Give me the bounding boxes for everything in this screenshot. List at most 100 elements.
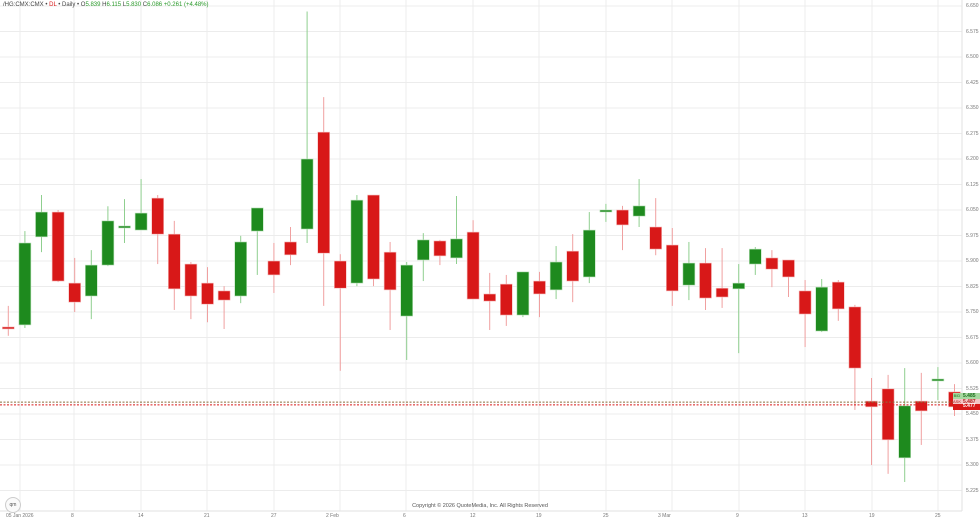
candle[interactable]	[599, 203, 613, 222]
open-label: O	[80, 2, 86, 8]
candle[interactable]	[881, 374, 895, 474]
ask-value: 5.487	[963, 398, 976, 405]
candle-body	[599, 209, 613, 213]
open-value: 5.839	[85, 2, 101, 8]
candle-body	[51, 211, 65, 282]
candle[interactable]	[865, 377, 878, 465]
candle[interactable]	[632, 179, 646, 227]
candle-body	[151, 197, 164, 235]
candle-body	[217, 290, 231, 301]
candle[interactable]	[765, 250, 779, 288]
candle[interactable]	[317, 97, 331, 306]
candle[interactable]	[118, 199, 131, 243]
quotemedia-logo[interactable]: qm	[5, 497, 21, 513]
candle-body	[566, 250, 580, 282]
candle[interactable]	[533, 271, 546, 318]
candle[interactable]	[18, 231, 32, 328]
candle-body	[632, 205, 646, 217]
candle[interactable]	[450, 196, 463, 265]
candle[interactable]	[516, 271, 530, 318]
candle[interactable]	[35, 195, 48, 253]
x-tick-label: 21	[204, 513, 210, 519]
x-tick-label: 25	[603, 513, 609, 519]
candle[interactable]	[85, 250, 98, 320]
candle[interactable]	[300, 11, 314, 243]
candle[interactable]	[68, 257, 81, 312]
candle[interactable]	[649, 198, 663, 256]
copyright-text: Copyright © 2026 QuoteMedia, Inc. All Ri…	[412, 503, 548, 509]
candle-body	[68, 282, 81, 303]
interval-label[interactable]: Daily	[62, 2, 76, 8]
close-label: C	[142, 2, 148, 8]
candle[interactable]	[383, 241, 397, 331]
candle[interactable]	[134, 179, 148, 231]
price-reference-lines	[0, 401, 962, 406]
candle[interactable]	[665, 228, 679, 306]
candle[interactable]	[483, 272, 497, 331]
candle[interactable]	[217, 286, 231, 329]
y-tick-label: 6.350	[966, 105, 979, 111]
x-tick-label: 2 Feb	[326, 513, 339, 519]
candle[interactable]	[748, 247, 762, 275]
y-tick-label: 5.525	[966, 385, 979, 392]
candle[interactable]	[234, 235, 247, 304]
candle-body	[765, 257, 779, 270]
candle[interactable]	[251, 207, 264, 275]
close-value: 6.086	[147, 2, 163, 8]
candle[interactable]	[101, 206, 115, 267]
ask-tag: ASK	[953, 398, 962, 404]
candle[interactable]	[284, 227, 297, 266]
candle[interactable]	[367, 194, 380, 287]
candle[interactable]	[201, 267, 214, 323]
candle[interactable]	[499, 274, 513, 326]
candle[interactable]	[782, 259, 795, 298]
candle[interactable]	[682, 241, 696, 301]
x-tick-label: 8	[71, 513, 74, 519]
candle[interactable]	[184, 262, 198, 320]
y-tick-label: 6.050	[966, 207, 979, 213]
candle[interactable]	[616, 205, 629, 251]
candle[interactable]	[1, 305, 15, 336]
candle[interactable]	[566, 234, 580, 303]
candle[interactable]	[51, 210, 65, 283]
candle-body	[898, 405, 912, 459]
candle[interactable]	[549, 246, 563, 300]
candle[interactable]	[798, 280, 812, 348]
candle[interactable]	[732, 264, 746, 354]
bid-value: 5.485	[963, 393, 976, 399]
candle[interactable]	[400, 262, 414, 360]
candle[interactable]	[815, 279, 829, 333]
candle[interactable]	[582, 212, 596, 284]
candle-body	[1, 326, 15, 330]
y-tick-label: 5.825	[966, 283, 979, 290]
candle[interactable]	[931, 367, 945, 401]
candle[interactable]	[333, 254, 347, 371]
chart-grid	[0, 0, 962, 511]
candle-body	[416, 239, 430, 261]
candle[interactable]	[151, 195, 164, 265]
candle-body	[798, 290, 812, 315]
candle[interactable]	[416, 233, 430, 282]
candle[interactable]	[914, 372, 928, 445]
candle[interactable]	[466, 220, 480, 300]
candle[interactable]	[699, 248, 712, 310]
candle-body	[134, 212, 148, 231]
candle-body	[118, 225, 131, 229]
y-tick-label: 5.450	[966, 411, 979, 417]
x-tick-label: 3 Mar	[658, 513, 671, 519]
candle[interactable]	[831, 280, 845, 321]
candle[interactable]	[848, 304, 862, 410]
candle[interactable]	[715, 248, 729, 308]
candle[interactable]	[267, 242, 281, 293]
high-value: 6.115	[106, 2, 122, 8]
x-tick-label: 9	[736, 513, 739, 519]
candle-body	[284, 241, 297, 256]
candle[interactable]	[433, 239, 447, 266]
candle[interactable]	[168, 220, 181, 310]
candle-body	[914, 400, 928, 412]
candle-body	[782, 259, 795, 278]
candle[interactable]	[350, 195, 364, 287]
candle[interactable]	[898, 368, 912, 482]
y-tick-label: 5.225	[966, 487, 979, 494]
